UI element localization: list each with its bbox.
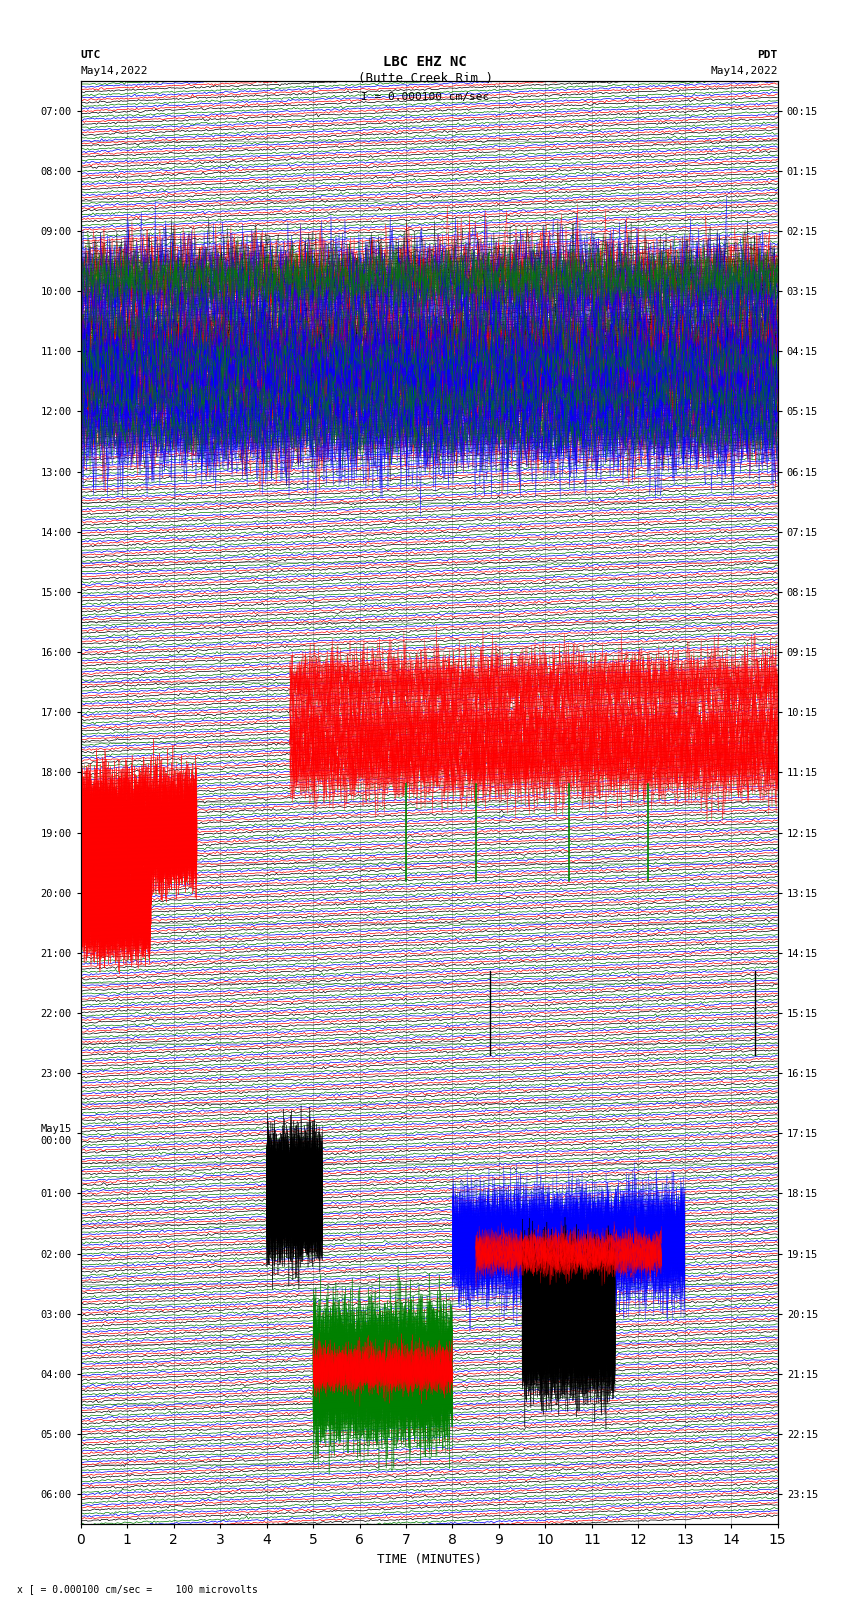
Text: UTC: UTC bbox=[81, 50, 101, 60]
X-axis label: TIME (MINUTES): TIME (MINUTES) bbox=[377, 1553, 482, 1566]
Text: I = 0.000100 cm/sec: I = 0.000100 cm/sec bbox=[361, 92, 489, 102]
Text: x [ = 0.000100 cm/sec =    100 microvolts: x [ = 0.000100 cm/sec = 100 microvolts bbox=[17, 1584, 258, 1594]
Text: May14,2022: May14,2022 bbox=[81, 66, 148, 76]
Text: PDT: PDT bbox=[757, 50, 778, 60]
Text: (Butte Creek Rim ): (Butte Creek Rim ) bbox=[358, 73, 492, 85]
Text: LBC EHZ NC: LBC EHZ NC bbox=[383, 55, 467, 69]
Text: May14,2022: May14,2022 bbox=[711, 66, 778, 76]
